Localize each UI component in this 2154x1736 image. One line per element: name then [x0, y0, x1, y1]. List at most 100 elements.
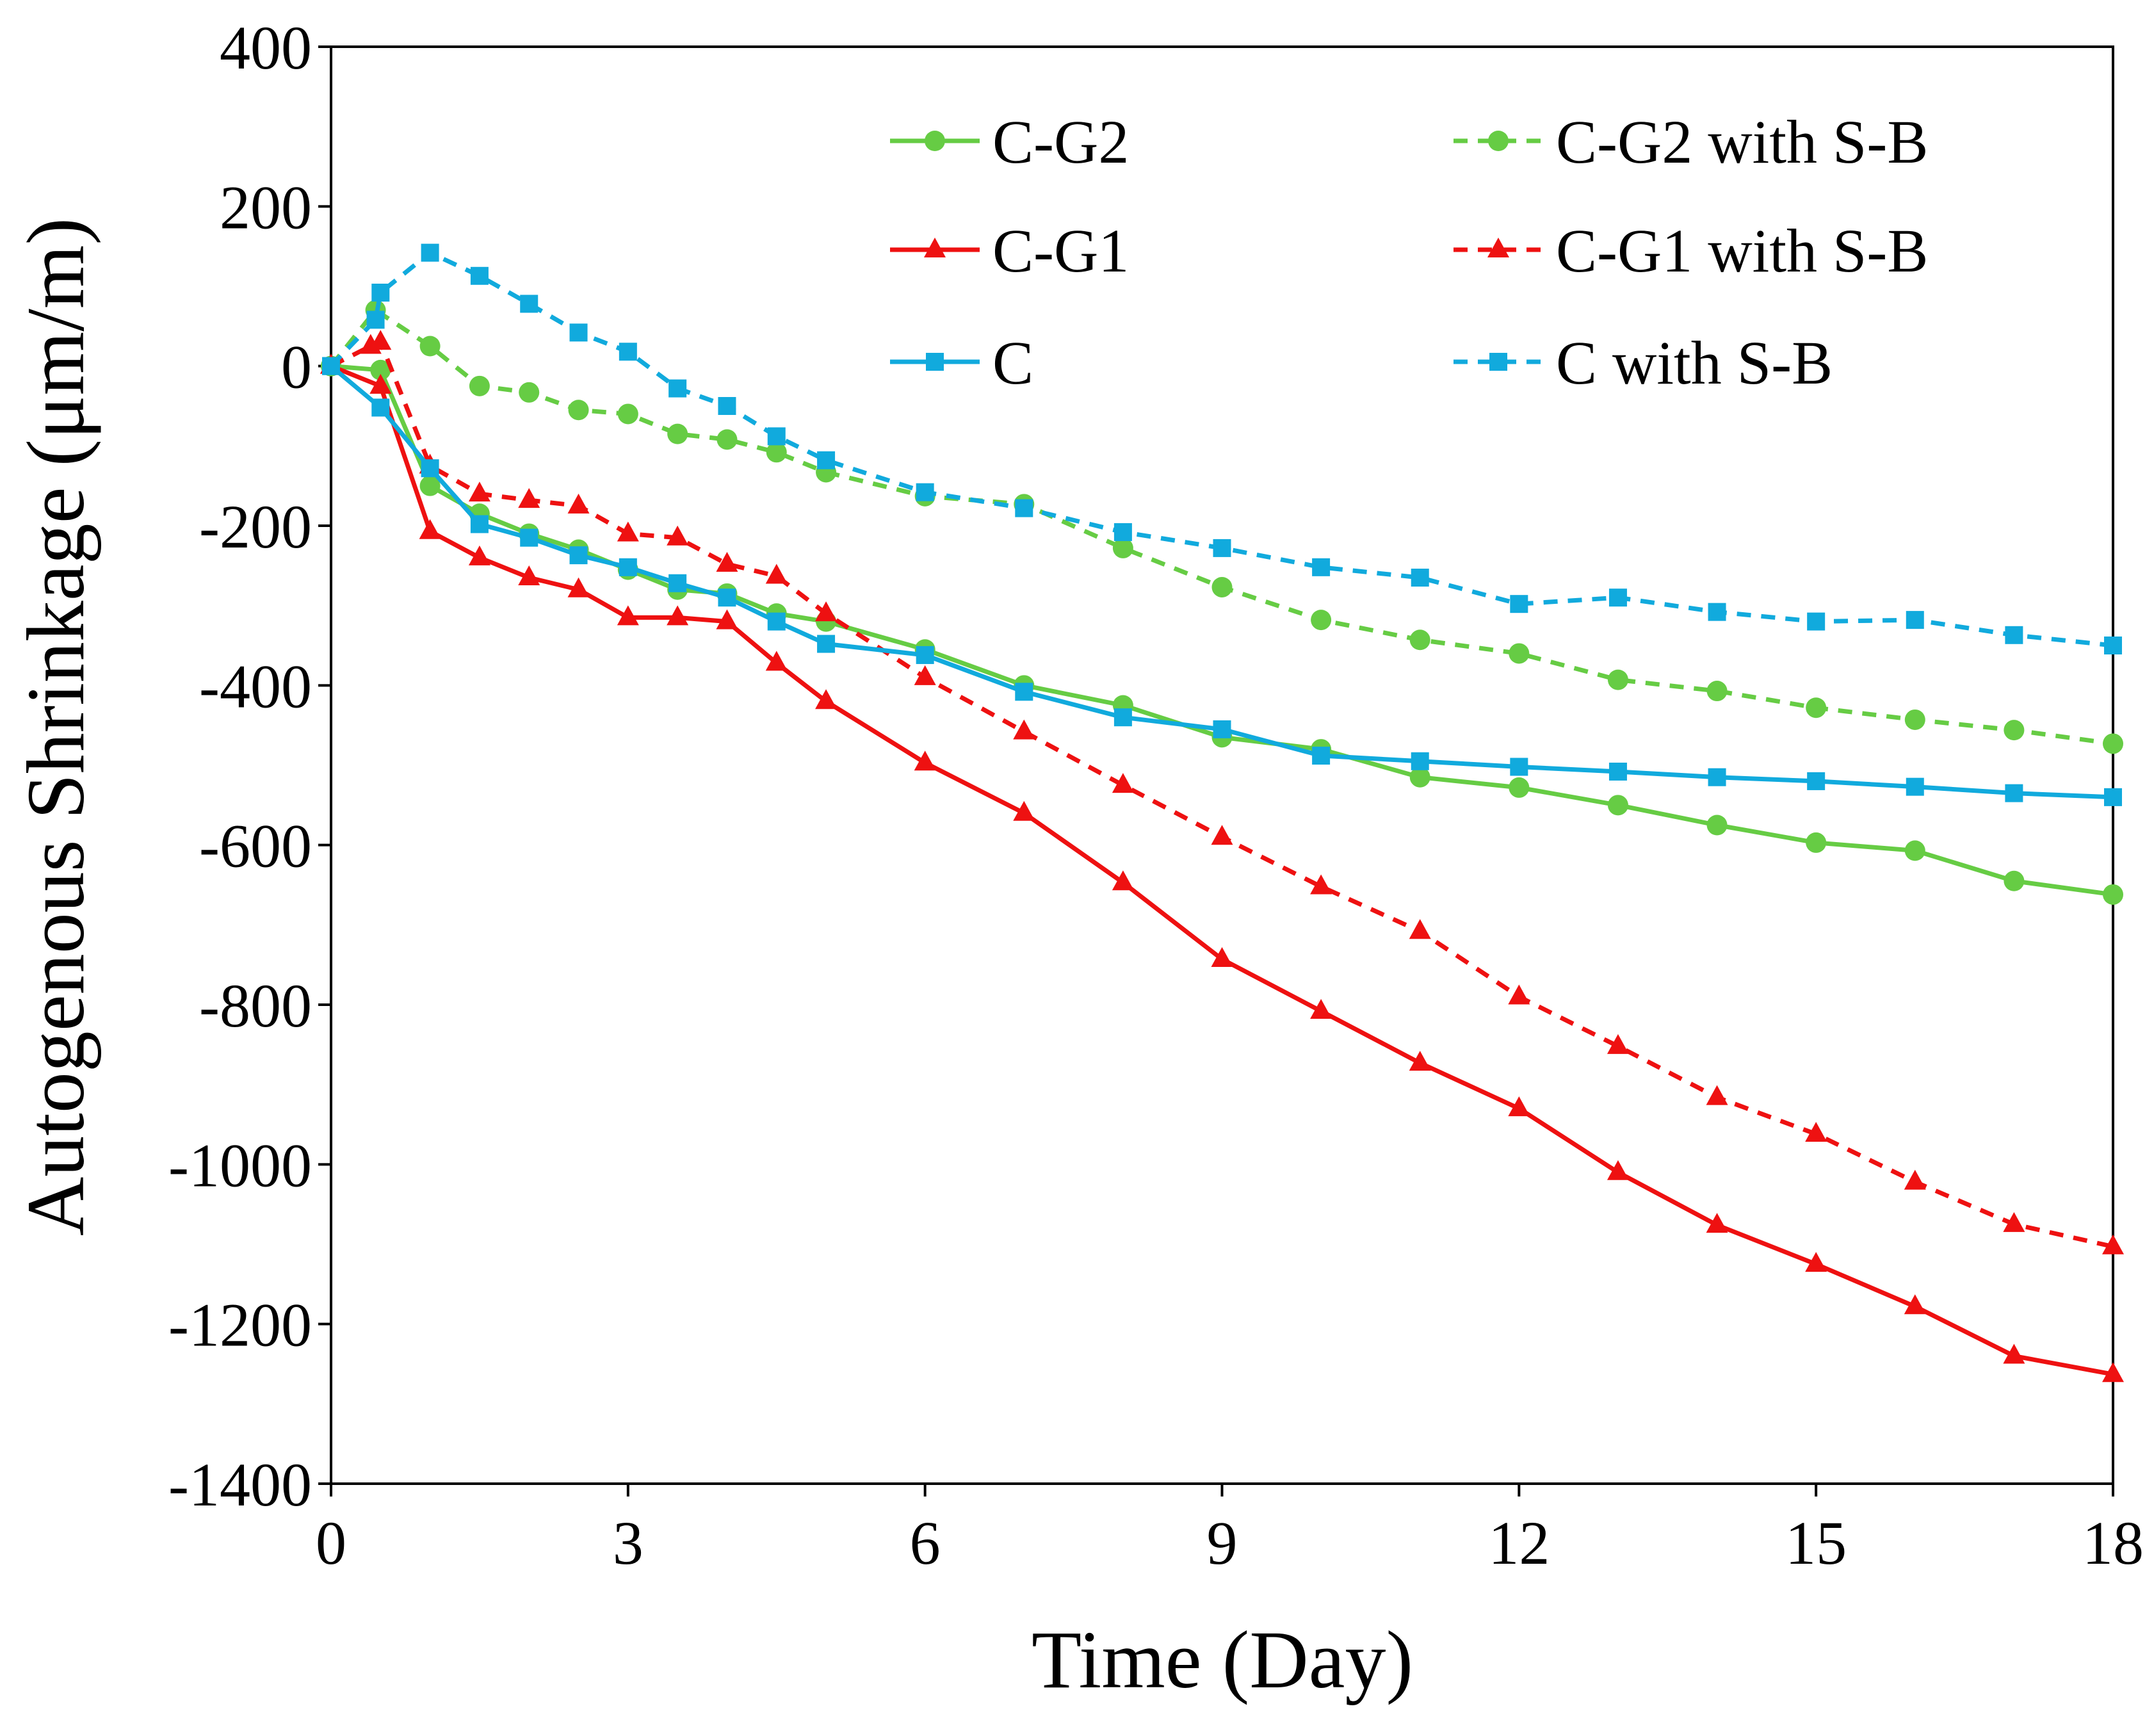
legend-item: C with S-B: [1454, 329, 1833, 397]
y-tick-label: -1000: [168, 1131, 312, 1199]
data-point: [369, 373, 392, 394]
data-point: [2103, 733, 2123, 754]
y-tick-label: -400: [199, 652, 312, 720]
x-tick-label: 6: [910, 1509, 941, 1577]
data-point: [1013, 719, 1035, 740]
data-point: [765, 564, 788, 584]
data-point: [1708, 768, 1726, 786]
data-point: [1112, 870, 1134, 891]
series-line: [330, 364, 2114, 1377]
data-point: [1489, 353, 1507, 371]
data-point: [1806, 832, 1827, 853]
legend: C-G2 C-G2 with S-B C-G1 C-G1 with S-B C C wit…: [890, 108, 1928, 397]
data-point: [916, 645, 934, 664]
data-point: [1113, 708, 1132, 727]
legend-item: C: [890, 329, 1033, 397]
data-point: [519, 382, 540, 403]
data-point: [419, 519, 441, 539]
data-point: [569, 546, 588, 565]
data-point: [518, 565, 540, 586]
y-axis-label: Autogenous Shrinkage (μm/m): [10, 218, 101, 1236]
data-point: [469, 375, 490, 396]
y-tick-label: 0: [281, 333, 312, 402]
data-point: [668, 379, 687, 398]
data-point: [1607, 795, 1628, 816]
data-point: [718, 397, 736, 415]
data-point: [1015, 683, 1033, 701]
data-point: [817, 635, 836, 653]
data-point: [926, 353, 944, 371]
data-point: [1213, 720, 1231, 738]
data-point: [419, 475, 441, 496]
data-point: [1904, 1169, 1926, 1190]
data-point: [1706, 1213, 1728, 1233]
legend-label: C-G2 with S-B: [1556, 108, 1928, 176]
data-point: [1488, 131, 1509, 151]
legend-label: C: [992, 329, 1033, 397]
data-point: [668, 574, 687, 592]
data-point: [1904, 840, 1925, 861]
data-point: [370, 359, 391, 380]
data-point: [1706, 681, 1728, 702]
legend-item: C-G2: [890, 108, 1129, 176]
data-point: [470, 266, 489, 285]
data-point: [717, 429, 738, 450]
legend-item: C-G1: [890, 216, 1129, 285]
data-point: [1807, 612, 1826, 631]
data-point: [617, 605, 639, 626]
data-point: [366, 311, 385, 329]
data-point: [1211, 825, 1233, 845]
data-point: [468, 545, 490, 565]
series-c-with-s-b: [322, 243, 2122, 654]
data-point: [1706, 815, 1728, 836]
data-point: [667, 525, 689, 546]
data-point: [1112, 773, 1134, 793]
y-tick-label: -800: [199, 971, 312, 1040]
data-point: [617, 403, 638, 425]
data-point: [1508, 1096, 1530, 1117]
data-point: [1510, 595, 1528, 613]
series-c-g1: [320, 353, 2124, 1383]
data-point: [617, 521, 639, 542]
data-point: [2005, 784, 2023, 802]
data-point: [667, 605, 689, 626]
y-tick-label: -1200: [168, 1291, 312, 1359]
data-point: [1409, 1051, 1431, 1071]
data-point: [371, 283, 390, 302]
data-point: [369, 330, 392, 350]
data-point: [716, 551, 738, 572]
data-point: [1807, 772, 1826, 790]
data-point: [1411, 569, 1429, 587]
data-point: [2004, 720, 2025, 741]
data-point: [520, 295, 538, 313]
data-point: [925, 131, 945, 151]
data-point: [815, 601, 838, 622]
data-point: [1904, 709, 1925, 730]
data-point: [1608, 762, 1627, 781]
data-point: [1708, 603, 1726, 621]
data-point: [1510, 758, 1528, 776]
data-point: [667, 423, 688, 444]
y-axis: 400 200 0 -200 -400 -600 -800 -1000 -1200 -1400: [168, 13, 331, 1519]
data-point: [1509, 777, 1530, 798]
data-point: [1487, 238, 1509, 257]
x-tick-label: 18: [2082, 1509, 2144, 1577]
series-c-g1-with-s-b: [320, 330, 2124, 1254]
legend-label: C-G1 with S-B: [1556, 216, 1928, 285]
x-tick-label: 3: [613, 1509, 644, 1577]
data-point: [1805, 1252, 1827, 1272]
data-point: [1312, 558, 1331, 576]
y-tick-label: -600: [199, 812, 312, 880]
data-point: [1607, 669, 1628, 690]
data-point: [2005, 626, 2023, 644]
data-point: [1113, 523, 1132, 541]
data-point: [569, 323, 588, 342]
data-point: [1015, 499, 1033, 517]
x-tick-label: 12: [1488, 1509, 1550, 1577]
data-point: [1411, 752, 1429, 770]
data-point: [718, 588, 736, 607]
data-point: [815, 689, 838, 710]
series-layer: [320, 243, 2124, 1383]
data-point: [2102, 1362, 2124, 1383]
